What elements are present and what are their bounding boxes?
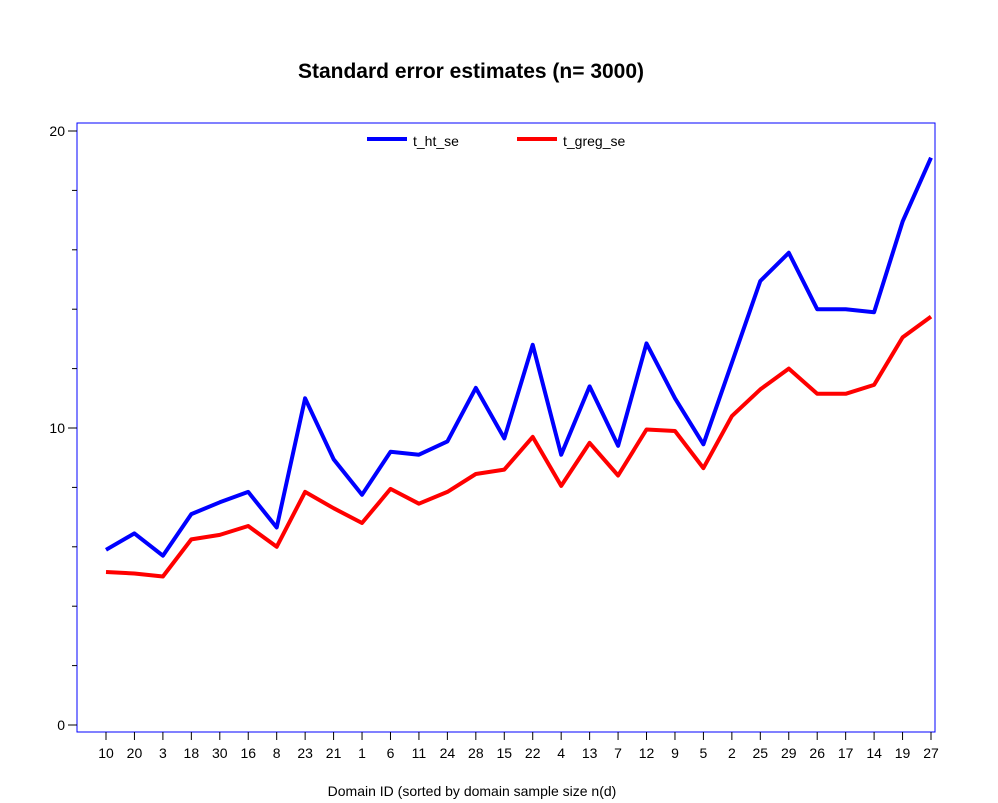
series-line-t_greg_se: [105, 314, 933, 579]
x-axis-label: Domain ID (sorted by domain sample size …: [328, 783, 617, 799]
y-tick-label: 20: [49, 123, 65, 139]
series-layer: [104, 156, 933, 579]
x-tick-label: 1: [358, 745, 366, 761]
x-tick-label: 9: [671, 745, 679, 761]
x-tick-label: 20: [127, 745, 143, 761]
x-tick-label: 18: [184, 745, 200, 761]
x-tick-label: 29: [781, 745, 797, 761]
x-tick-label: 6: [387, 745, 395, 761]
x-tick-label: 12: [639, 745, 655, 761]
x-tick-label: 17: [838, 745, 854, 761]
x-tick-label: 30: [212, 745, 228, 761]
x-tick-label: 23: [297, 745, 313, 761]
y-tick-label: 0: [57, 717, 65, 733]
x-tick-label: 4: [557, 745, 565, 761]
series-line-t_ht_se: [104, 156, 933, 558]
x-tick-label: 10: [98, 745, 114, 761]
x-axis: 10 20 3 18 30 16 8 23 21 1 6 11 24 28 15 22 4 13 7 12 9 5 2 25 2…: [98, 732, 939, 761]
x-tick-label: 15: [496, 745, 512, 761]
y-tick-label: 10: [49, 420, 65, 436]
x-tick-label: 25: [753, 745, 769, 761]
x-tick-label: 13: [582, 745, 598, 761]
legend-label-t_ht_se: t_ht_se: [413, 133, 459, 149]
x-tick-label: 26: [809, 745, 825, 761]
chart-title: Standard error estimates (n= 3000): [298, 60, 644, 83]
legend: t_ht_se t_greg_se: [367, 133, 625, 149]
x-tick-label: 8: [273, 745, 281, 761]
x-tick-label: 3: [159, 745, 167, 761]
x-tick-label: 5: [700, 745, 708, 761]
x-tick-label: 28: [468, 745, 484, 761]
x-tick-label: 7: [614, 745, 622, 761]
x-tick-label: 24: [440, 745, 456, 761]
x-tick-label: 11: [412, 745, 427, 761]
legend-label-t_greg_se: t_greg_se: [563, 133, 625, 149]
x-tick-label: 21: [326, 745, 342, 761]
y-axis: 0 10 20: [49, 123, 77, 733]
x-tick-label: 22: [525, 745, 541, 761]
x-tick-label: 16: [240, 745, 256, 761]
x-tick-label: 2: [728, 745, 736, 761]
x-tick-label: 14: [866, 745, 882, 761]
x-tick-label: 19: [895, 745, 911, 761]
x-tick-label: 27: [923, 745, 939, 761]
